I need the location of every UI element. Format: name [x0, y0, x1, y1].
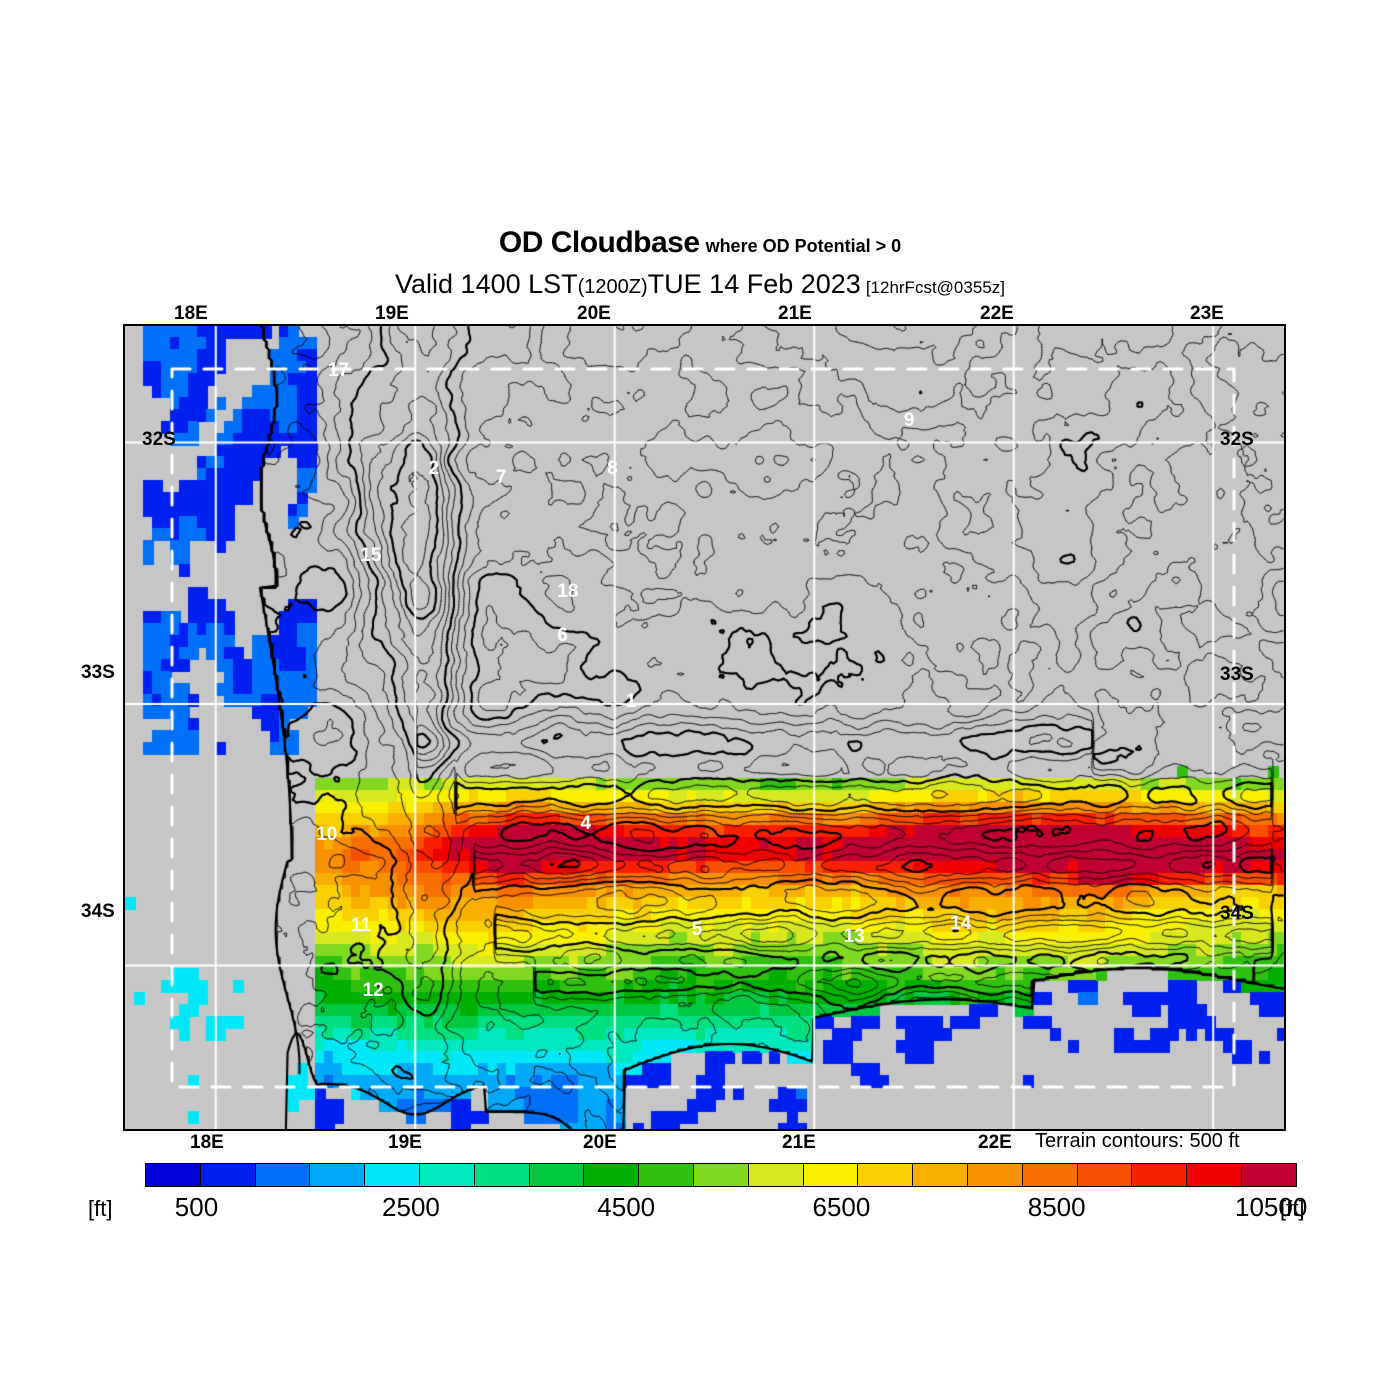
- colorbar-swatch-4: [365, 1164, 420, 1186]
- station-label-5: 5: [691, 918, 703, 940]
- station-label-7: 7: [495, 466, 507, 488]
- station-label-6: 6: [557, 624, 568, 646]
- colorbar-swatch-3: [310, 1164, 366, 1186]
- colorbar-swatch-11: [748, 1164, 804, 1186]
- colorbar-swatch-9: [639, 1164, 694, 1186]
- terrain-contours-note: Terrain contours: 500 ft: [1035, 1130, 1240, 1152]
- station-label-1: 1: [625, 691, 637, 713]
- colorbar-swatch-12: [803, 1164, 859, 1186]
- lon-label-top-18e: 18E: [174, 303, 208, 324]
- colorbar-swatch-15: [967, 1164, 1023, 1186]
- colorbar-swatch-13: [858, 1164, 914, 1186]
- colorbar-swatch-5: [419, 1164, 475, 1186]
- colorbar-swatch-8: [584, 1164, 640, 1186]
- lon-label-top-21e: 21E: [778, 303, 812, 324]
- lat-label-inside-left-32s: 32S: [142, 429, 176, 450]
- station-label-17: 17: [327, 359, 349, 381]
- station-label-9: 9: [903, 409, 915, 431]
- station-label-13: 13: [843, 925, 865, 947]
- colorbar-tick-6500: 6500: [812, 1192, 871, 1222]
- colorbar-tick-2500: 2500: [382, 1192, 440, 1222]
- title-valid-zulu: (1200Z): [577, 276, 648, 298]
- colorbar-swatch-2: [255, 1164, 311, 1186]
- lon-label-top-20e: 20E: [577, 303, 611, 324]
- colorbar-swatch-17: [1077, 1164, 1133, 1186]
- station-label-14: 14: [950, 912, 972, 934]
- title-qualifier: where OD Potential > 0: [705, 236, 902, 256]
- colorbar-swatch-0: [146, 1164, 201, 1186]
- lat-label-left-33s: 33S: [81, 662, 115, 683]
- map-raster-layer: [125, 326, 1284, 1129]
- station-label-8: 8: [607, 458, 618, 480]
- colorbar-tick-500: 500: [174, 1192, 219, 1222]
- colorbar-tick-8500: 8500: [1027, 1192, 1086, 1222]
- station-label-15: 15: [360, 545, 382, 567]
- lon-label-bottom-18e: 18E: [190, 1132, 224, 1153]
- colorbar-swatch-18: [1132, 1164, 1188, 1186]
- colorbar-swatch-7: [529, 1164, 585, 1186]
- lon-label-top-22e: 22E: [980, 303, 1014, 324]
- colorbar-swatch-19: [1187, 1164, 1242, 1186]
- station-label-10: 10: [316, 823, 338, 845]
- colorbar-swatch-1: [200, 1164, 256, 1186]
- colorbar-unit-left: [ft]: [88, 1196, 113, 1221]
- colorbar-swatch-16: [1022, 1164, 1078, 1186]
- title-valid-date: TUE 14 Feb 2023: [647, 269, 861, 299]
- lon-label-bottom-22e: 22E: [978, 1132, 1012, 1153]
- title-secondary-line: Valid 1400 LST (1200Z) TUE 14 Feb 2023 […: [0, 268, 1400, 309]
- title-main: OD Cloudbase: [498, 226, 700, 259]
- lat-label-inside-right-34s: 34S: [1220, 903, 1254, 924]
- colorbar-tick-4500: 4500: [597, 1192, 656, 1222]
- colorbar-swatch-14: [913, 1164, 968, 1186]
- station-label-12: 12: [362, 980, 384, 1002]
- colorbar-swatch-10: [693, 1164, 749, 1186]
- lat-label-inside-right-32s: 32S: [1220, 429, 1254, 450]
- station-label-18: 18: [557, 581, 579, 603]
- lat-label-inside-right-33s: 33S: [1220, 664, 1254, 685]
- station-label-2: 2: [428, 458, 440, 480]
- lon-label-bottom-20e: 20E: [583, 1132, 617, 1153]
- colorbar-unit-right: [ft]: [1280, 1196, 1305, 1221]
- colorbar[interactable]: [145, 1163, 1297, 1187]
- title-valid-time: Valid 1400 LST: [395, 269, 578, 299]
- station-label-4: 4: [580, 813, 592, 835]
- colorbar-swatch-6: [474, 1164, 530, 1186]
- lon-label-top-23e: 23E: [1190, 303, 1224, 324]
- title-block: OD Cloudbase where OD Potential > 0 Vali…: [0, 228, 1400, 309]
- title-forecast-tag: [12hrFcst@0355z]: [865, 278, 1005, 297]
- forecast-map[interactable]: 32S 32S 33S 34S 1 2 4 5 6 7 8 9 10 11 12 13 14 15 17 18: [123, 324, 1286, 1131]
- title-primary-line: OD Cloudbase where OD Potential > 0: [0, 228, 1400, 267]
- colorbar-swatch-20: [1241, 1164, 1296, 1186]
- lon-label-bottom-19e: 19E: [388, 1132, 422, 1153]
- lat-label-left-34s: 34S: [81, 901, 115, 922]
- lon-label-bottom-21e: 21E: [782, 1132, 816, 1153]
- lon-label-top-19e: 19E: [375, 303, 409, 324]
- station-label-11: 11: [351, 914, 372, 936]
- colorbar-tick-10500: 10500: [1235, 1192, 1308, 1222]
